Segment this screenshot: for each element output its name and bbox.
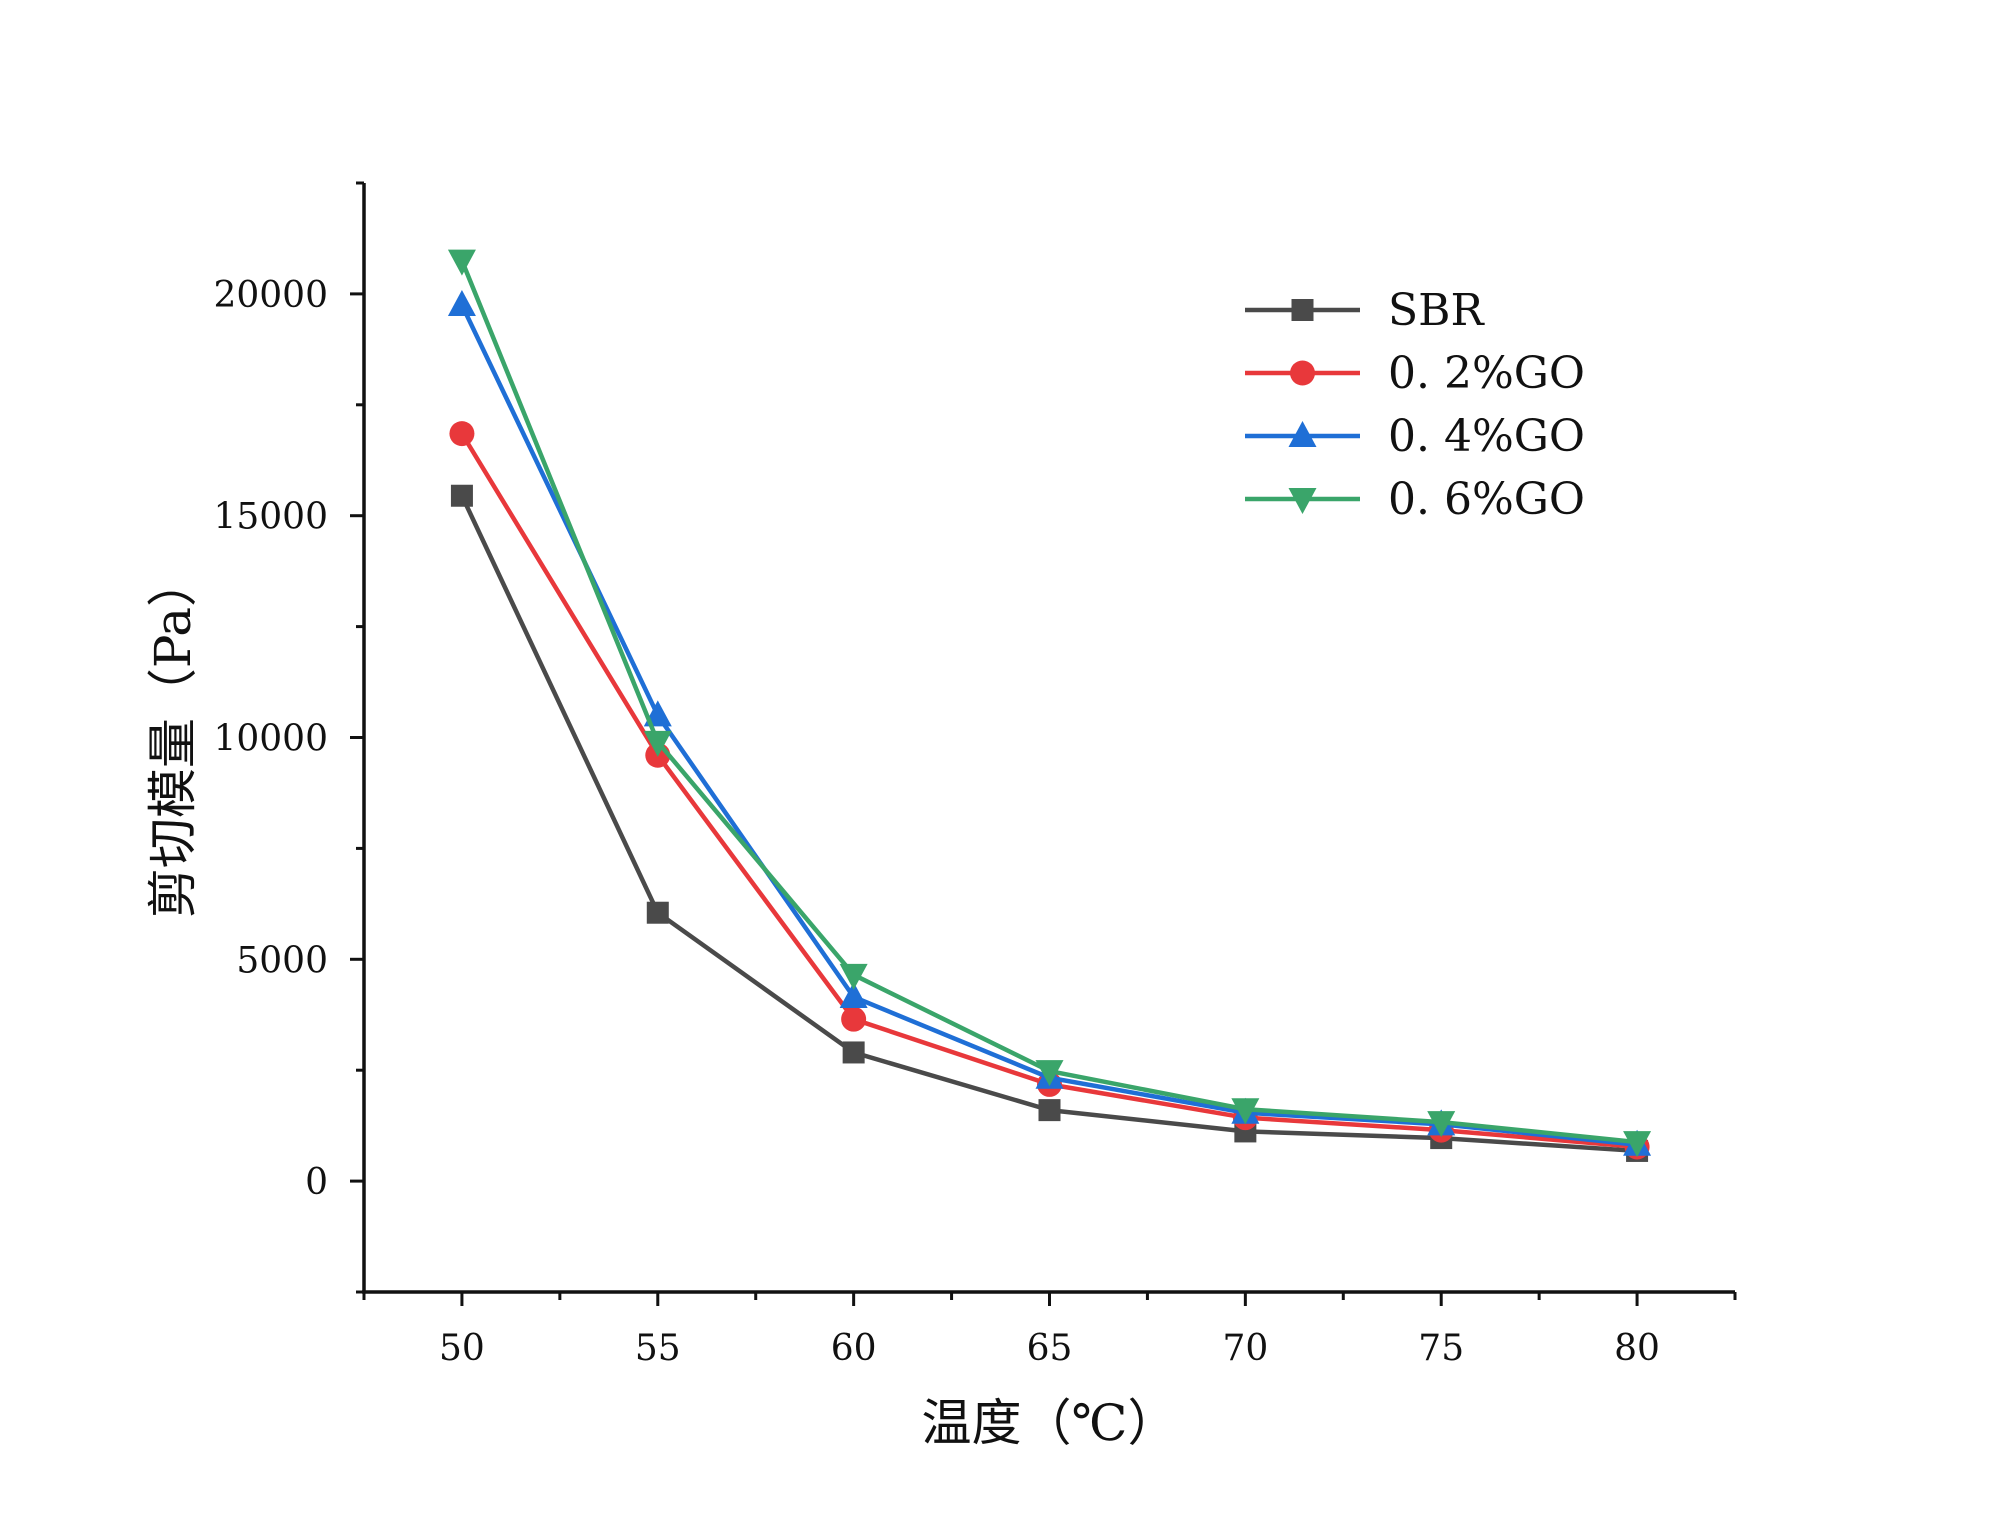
data-point <box>1427 1111 1456 1138</box>
x-tick-label: 60 <box>831 1328 877 1369</box>
y-tick-label: 10000 <box>213 719 328 760</box>
y-tick-label: 5000 <box>236 940 328 981</box>
y-tick-label: 0 <box>305 1162 328 1203</box>
legend-item: 0. 4%GO <box>1245 411 1585 462</box>
series-line <box>460 432 1638 1150</box>
data-point <box>1231 1098 1260 1125</box>
data-point <box>1623 1131 1652 1158</box>
data-point <box>1038 1099 1061 1122</box>
data-point <box>450 484 473 507</box>
legend-label: 0. 4%GO <box>1388 411 1585 462</box>
data-point <box>643 730 672 757</box>
data-point <box>841 1006 867 1032</box>
x-tick-label: 75 <box>1418 1328 1464 1369</box>
data-point <box>839 982 868 1009</box>
x-axis-title: 温度（℃） <box>922 1394 1178 1452</box>
legend-label: 0. 6%GO <box>1388 474 1585 525</box>
x-tick-label: 55 <box>635 1328 681 1369</box>
series-line <box>459 494 1638 1154</box>
axes: 0 5000 10000 15000 20000 50 55 60 65 70 75 80 <box>213 181 1737 1369</box>
data-point <box>842 1041 865 1064</box>
legend-item: SBR <box>1245 285 1485 336</box>
legend-label: 0. 2%GO <box>1388 348 1585 399</box>
series-layer <box>447 249 1652 1162</box>
series-1 <box>449 421 1650 1160</box>
legend-swatch-marker <box>1288 421 1317 447</box>
legend-swatch-marker <box>1288 488 1317 514</box>
data-point <box>447 249 476 276</box>
x-tick-label: 70 <box>1222 1328 1268 1369</box>
y-axis-title: 剪切模量（Pa） <box>144 557 202 918</box>
x-tick-label: 80 <box>1614 1328 1660 1369</box>
x-tick-label: 50 <box>439 1328 485 1369</box>
data-point <box>1035 1060 1064 1087</box>
y-tick-label: 15000 <box>213 497 328 538</box>
legend-swatch-marker <box>1291 299 1314 321</box>
legend-swatch-marker <box>1290 360 1315 386</box>
legend-item: 0. 2%GO <box>1245 348 1585 399</box>
data-point <box>447 289 476 316</box>
legend: SBR 0. 2%GO 0. 4%GO 0. 6%GO <box>1245 285 1585 525</box>
data-point <box>646 901 669 924</box>
data-point <box>839 963 868 990</box>
data-point <box>449 421 475 447</box>
legend-item: 0. 6%GO <box>1245 474 1585 525</box>
x-tick-label: 65 <box>1027 1328 1073 1369</box>
y-tick-label: 20000 <box>213 275 328 316</box>
series-3 <box>447 249 1652 1158</box>
legend-label: SBR <box>1388 285 1485 336</box>
